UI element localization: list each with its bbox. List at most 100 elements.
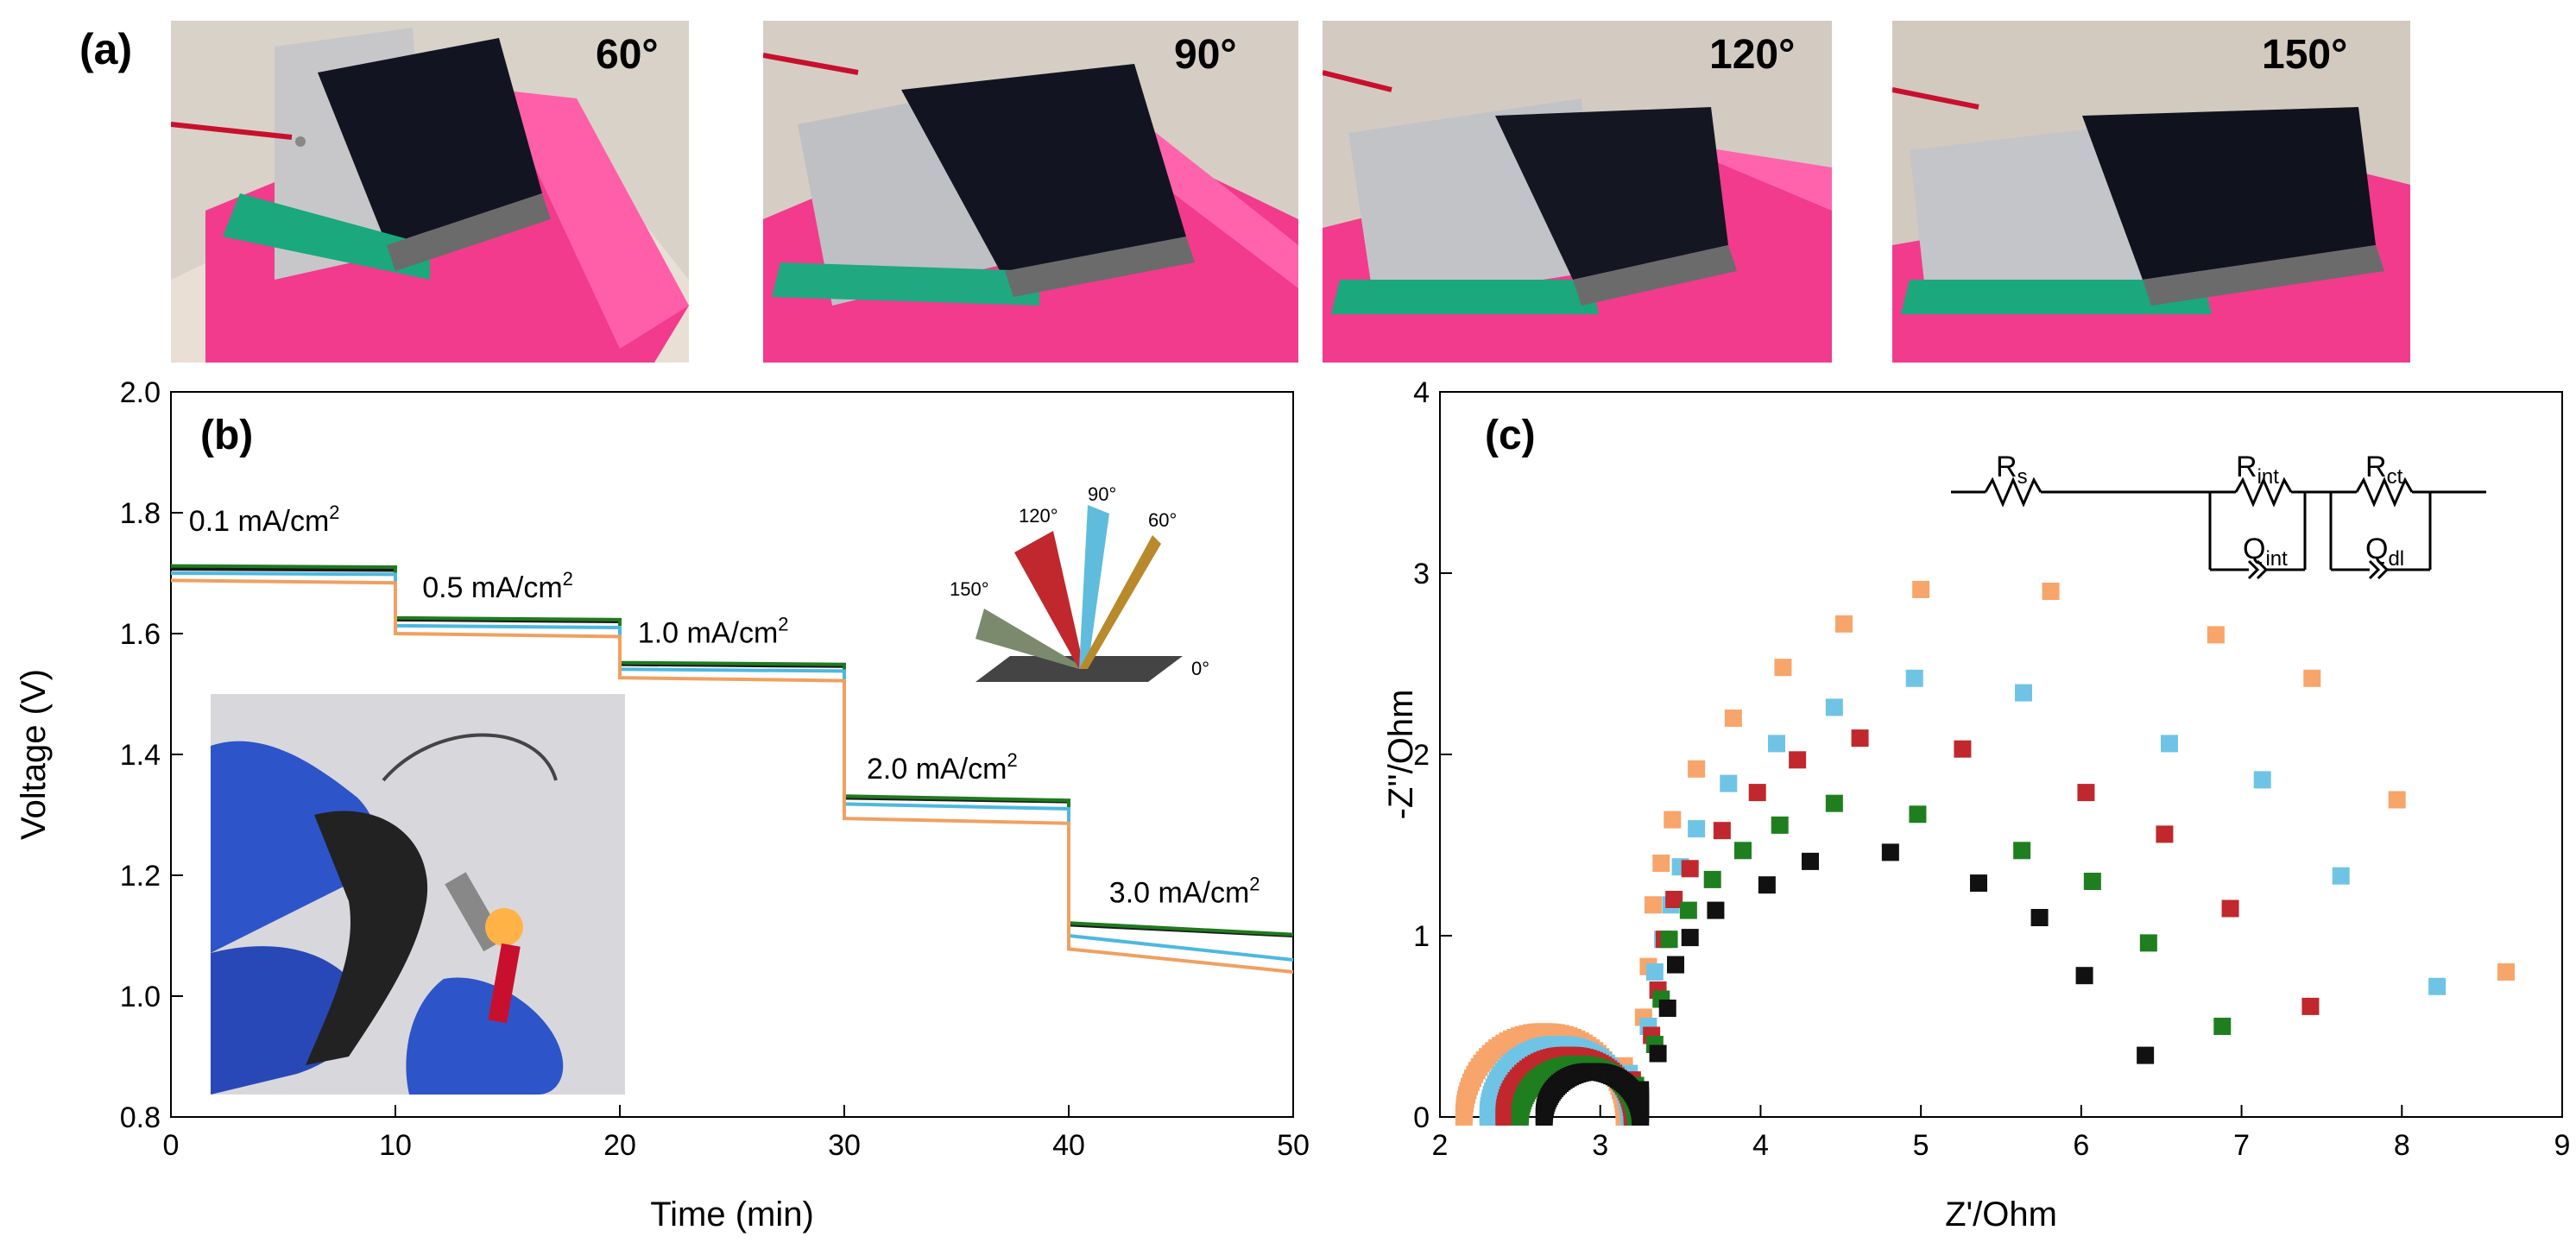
- inset-plate-90: [1079, 505, 1109, 669]
- chart-c-ytick-label: 0: [1413, 1101, 1430, 1134]
- chart-c-point: [2221, 899, 2239, 918]
- chart-c-point: [1660, 931, 1678, 949]
- chart-c-xtick-label: 2: [1432, 1129, 1449, 1162]
- label-rct: Rct: [2365, 451, 2403, 489]
- chart-c-point: [1734, 842, 1752, 860]
- chart-c-point: [1748, 784, 1766, 802]
- chart-c-point: [1720, 774, 1738, 792]
- label-rint: Rint: [2236, 451, 2279, 489]
- chart-c-point: [2161, 735, 2178, 753]
- inset-label-60: 60°: [1148, 509, 1177, 531]
- photo-60: [171, 21, 689, 363]
- photo-150-angle: 150°: [2262, 32, 2348, 78]
- equivalent-circuit-labels: Rs Rint Rct Qint Qdl: [1996, 451, 2404, 571]
- chart-c-point: [1912, 580, 1930, 598]
- chart-b-ytick-label: 1.6: [120, 618, 161, 651]
- chart-c-point: [2042, 583, 2060, 600]
- chart-c-xtick-label: 3: [1592, 1129, 1608, 1162]
- chart-c-series: [1455, 580, 2515, 1126]
- chart-c-xtick-label: 7: [2233, 1129, 2250, 1162]
- resistor-rint: [2234, 476, 2293, 508]
- chart-c-point: [1681, 929, 1699, 947]
- cpe-qdl: [2368, 559, 2381, 580]
- chart-c-point: [1667, 956, 1684, 974]
- led-photo-inset: [211, 694, 625, 1095]
- chart-c-xtick-label: 9: [2554, 1129, 2571, 1162]
- angle-inset: 120° 90° 60° 150° 0°: [950, 483, 1209, 682]
- label-qint: Qint: [2243, 533, 2288, 571]
- chart-c-axes: 2 3 4 5 6 7 8 9 0 1 2 3 4: [1413, 380, 2570, 1162]
- chart-b-ytick-label: 2.0: [120, 380, 161, 409]
- chart-b-xlabel: Time (min): [650, 1196, 814, 1234]
- photo-120-angle: 120°: [1709, 32, 1796, 78]
- chart-b-current-density-label: 1.0 mA/cm2: [638, 614, 789, 650]
- chart-c-point: [1664, 811, 1682, 829]
- chart-c-point: [2253, 771, 2271, 789]
- equivalent-circuit: [1951, 476, 2486, 580]
- chart-c-point: [1658, 1000, 1676, 1017]
- chart-c-panel-label: (c): [1485, 413, 1536, 458]
- chart-c-point: [1909, 805, 1927, 823]
- chart-c-point: [1774, 659, 1792, 677]
- chart-c-point: [1724, 710, 1742, 727]
- chart-c-point: [1768, 735, 1785, 753]
- chart-c-point: [2388, 791, 2406, 809]
- inset-label-120: 120°: [1019, 505, 1058, 527]
- resistor-rct: [2355, 476, 2414, 508]
- chart-c-point: [1758, 876, 1776, 894]
- inset-label-90: 90°: [1088, 483, 1116, 505]
- chart-b-xtick-label: 20: [603, 1129, 636, 1162]
- inset-label-0: 0°: [1191, 658, 1209, 679]
- chart-c-xtick-label: 5: [1913, 1129, 1929, 1162]
- photo-90-image: [763, 21, 1298, 363]
- chart-c-point: [1688, 760, 1706, 778]
- chart-c-point: [1771, 816, 1789, 834]
- inset-label-150: 150°: [950, 578, 989, 600]
- chart-c-point: [1954, 740, 1972, 758]
- chart-c-point: [1713, 822, 1731, 840]
- chart-c-point: [2075, 967, 2093, 985]
- chart-b-current-density-label: 2.0 mA/cm2: [867, 749, 1018, 786]
- chart-b-annotations: 0.1 mA/cm2 0.5 mA/cm2 1.0 mA/cm2 2.0 mA/cm2…: [189, 502, 1260, 910]
- chart-b-xtick-label: 30: [828, 1129, 861, 1162]
- chart-c-point: [1881, 843, 1899, 861]
- label-qdl: Qdl: [2365, 533, 2404, 571]
- chart-c-xtick-label: 8: [2394, 1129, 2410, 1162]
- chart-c-point: [2013, 842, 2031, 860]
- chart-c-point: [1645, 896, 1662, 914]
- chart-c-point: [2207, 626, 2225, 644]
- chart-b-ytick-label: 1.2: [120, 860, 161, 893]
- photo-90: [763, 21, 1298, 363]
- chart-c-point: [1665, 891, 1683, 908]
- panel-a-label: (a): [79, 25, 133, 73]
- chart-c-point: [1679, 901, 1697, 919]
- inset-plate-150: [975, 609, 1079, 669]
- photo-120-image: [1323, 21, 1832, 363]
- chart-b-axes: 0 10 20 30 40 50 0.8 1.0 1.2 1.4 1.6 1.8 2.0: [120, 380, 1310, 1162]
- photo-150: [1892, 21, 2410, 363]
- chart-b-ytick-label: 1.0: [120, 981, 161, 1013]
- chart-b-ytick-label: 0.8: [120, 1101, 161, 1134]
- chart-c-point: [1835, 615, 1853, 633]
- chart-c-point: [2083, 873, 2101, 890]
- chart-b-xtick-label: 10: [379, 1129, 412, 1162]
- chart-c-xtick-label: 6: [2073, 1129, 2089, 1162]
- chart-c-point: [2332, 867, 2350, 885]
- photo-60-image: [171, 21, 689, 363]
- chart-b-xtick-label: 50: [1277, 1129, 1310, 1162]
- photo-90-angle: 90°: [1174, 32, 1237, 78]
- chart-c-point: [1681, 860, 1699, 878]
- inset-plate-120: [1014, 531, 1083, 669]
- chart-b-ytick-label: 1.8: [120, 497, 161, 530]
- chart-c-point: [1825, 698, 1843, 716]
- photo-120: [1323, 21, 1832, 363]
- chart-b-current-density-label: 0.1 mA/cm2: [189, 502, 340, 538]
- chart-c-point: [1825, 794, 1843, 812]
- chart-c-point: [1851, 729, 1869, 748]
- chart-c-point: [2303, 669, 2321, 687]
- chart-b-ytick-label: 1.4: [120, 739, 161, 772]
- chart-c-ytick-label: 2: [1413, 739, 1430, 772]
- chart-b-ylabel: Voltage (V): [15, 669, 53, 840]
- chart-c-point: [2497, 963, 2515, 981]
- chart-c-point: [2077, 784, 2095, 802]
